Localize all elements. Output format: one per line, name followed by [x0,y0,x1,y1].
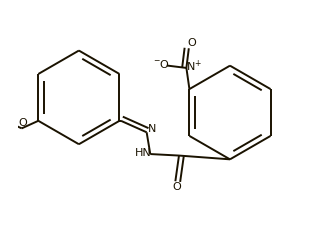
Text: HN: HN [135,148,152,157]
Text: N: N [148,124,156,134]
Text: N$^{+}$: N$^{+}$ [186,59,202,74]
Text: $^{-}$O: $^{-}$O [153,58,170,70]
Text: O: O [187,38,196,48]
Text: O: O [172,182,181,192]
Text: O: O [18,118,27,128]
